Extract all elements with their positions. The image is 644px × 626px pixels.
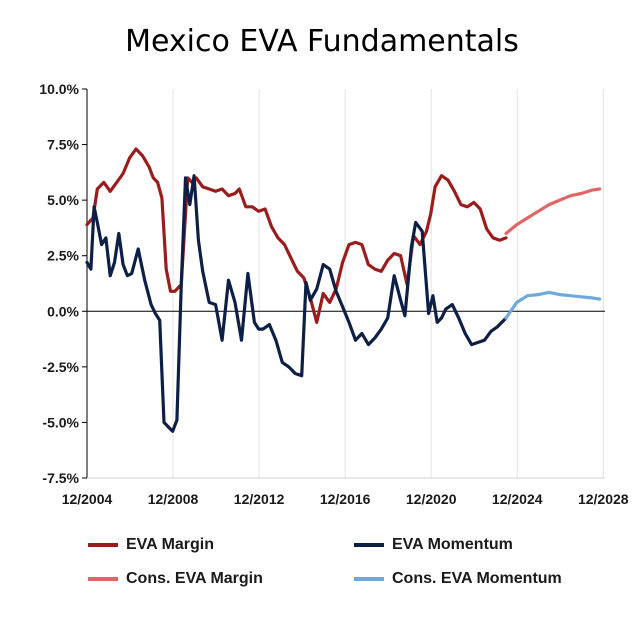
y-tick-label: 0.0% [47, 303, 79, 319]
x-tick-label: 12/2028 [578, 491, 629, 507]
legend-swatch-cons-eva-momentum [354, 577, 384, 581]
legend-label-cons-eva-margin: Cons. EVA Margin [126, 570, 263, 587]
series-line-eva-margin [85, 147, 508, 324]
x-tick-label: 12/2004 [62, 491, 113, 507]
y-tick-label: -2.5% [42, 359, 79, 375]
x-tick-label: 12/2012 [234, 491, 285, 507]
y-tick-label: -5.0% [42, 414, 79, 430]
legend-swatch-eva-margin [88, 543, 118, 547]
x-tick-label: 12/2020 [406, 491, 457, 507]
grid-lines [172, 89, 604, 478]
legend-label-eva-momentum: EVA Momentum [392, 536, 513, 553]
legend-item-cons-eva-momentum: Cons. EVA Momentum [354, 570, 562, 588]
legend: EVA Margin EVA Momentum Cons. EVA Margin… [88, 536, 628, 600]
legend-label-cons-eva-momentum: Cons. EVA Momentum [392, 570, 562, 587]
legend-label-eva-margin: EVA Margin [126, 536, 215, 553]
series-line-cons-eva-margin [504, 187, 602, 236]
x-tick-label: 12/2024 [492, 491, 543, 507]
y-tick-label: 5.0% [47, 192, 79, 208]
chart-title: Mexico EVA Fundamentals [125, 24, 519, 59]
series-line-cons-eva-momentum [504, 290, 602, 320]
y-tick-label: 10.0% [39, 81, 79, 97]
legend-item-cons-eva-margin: Cons. EVA Margin [88, 570, 263, 588]
x-axis: 12/2004 12/2008 12/2012 12/2016 12/2020 12/20… [62, 310, 629, 507]
x-tick-label: 12/2008 [148, 491, 199, 507]
legend-swatch-eva-momentum [354, 543, 384, 547]
y-axis: -7.5% -5.0% -2.5% 0.0% 2.5% 5.0% 7.5% 10.0% [39, 81, 88, 486]
y-tick-label: -7.5% [42, 470, 79, 486]
y-tick-label: 2.5% [47, 248, 79, 264]
y-tick-label: 7.5% [47, 137, 79, 153]
series-lines [85, 147, 602, 433]
series-line-eva-momentum [85, 174, 508, 433]
legend-item-eva-momentum: EVA Momentum [354, 536, 513, 554]
legend-item-eva-margin: EVA Margin [88, 536, 214, 554]
x-tick-label: 12/2016 [320, 491, 371, 507]
legend-swatch-cons-eva-margin [88, 577, 118, 581]
